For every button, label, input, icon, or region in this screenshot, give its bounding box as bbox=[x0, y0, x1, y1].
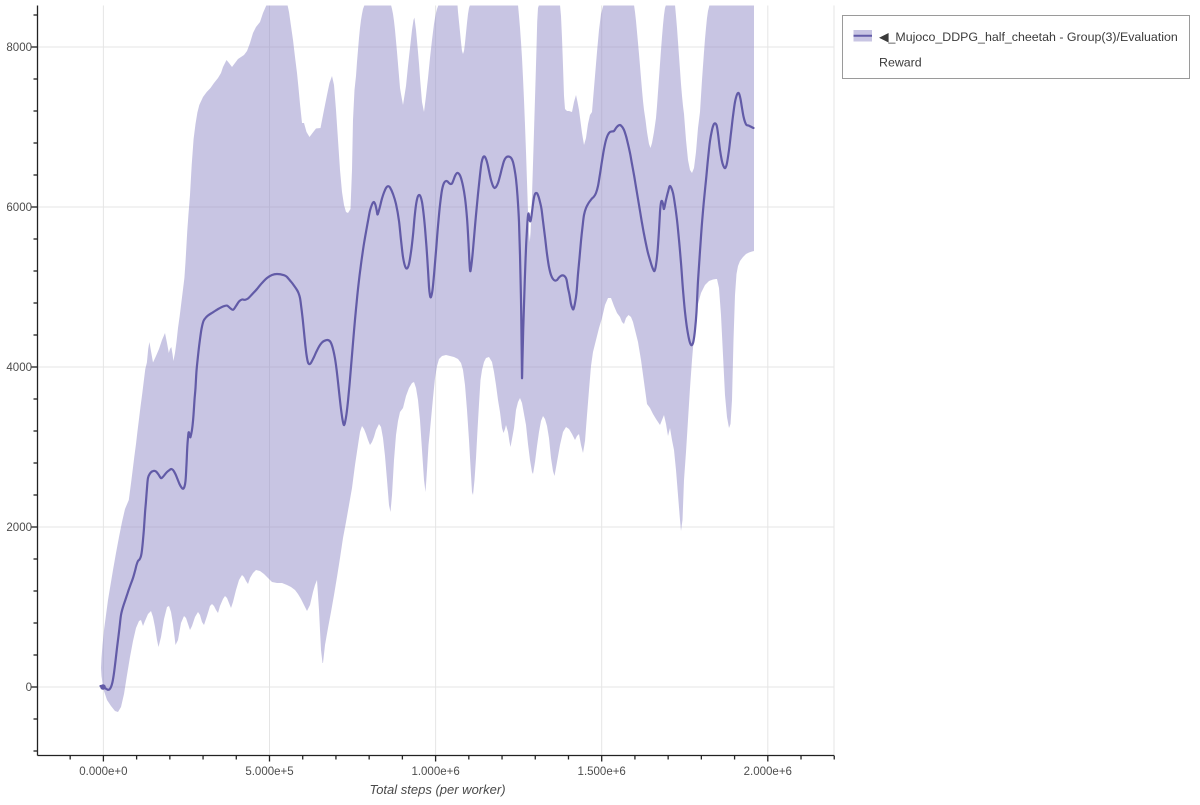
svg-text:1.500e+6: 1.500e+6 bbox=[578, 766, 626, 778]
svg-text:8000: 8000 bbox=[6, 42, 32, 54]
svg-text:0.000e+0: 0.000e+0 bbox=[79, 766, 127, 778]
svg-text:2.000e+6: 2.000e+6 bbox=[744, 766, 792, 778]
svg-text:6000: 6000 bbox=[6, 202, 32, 214]
svg-text:4000: 4000 bbox=[6, 362, 32, 374]
svg-text:1.000e+6: 1.000e+6 bbox=[411, 766, 459, 778]
svg-text:◀_Mujoco_DDPG_half_cheetah - G: ◀_Mujoco_DDPG_half_cheetah - Group(3)/Ev… bbox=[879, 30, 1178, 44]
svg-text:Total steps (per worker): Total steps (per worker) bbox=[369, 782, 505, 797]
svg-text:5.000e+5: 5.000e+5 bbox=[245, 766, 293, 778]
svg-text:2000: 2000 bbox=[6, 522, 32, 534]
svg-text:Reward: Reward bbox=[879, 56, 922, 70]
svg-text:0: 0 bbox=[26, 682, 32, 694]
